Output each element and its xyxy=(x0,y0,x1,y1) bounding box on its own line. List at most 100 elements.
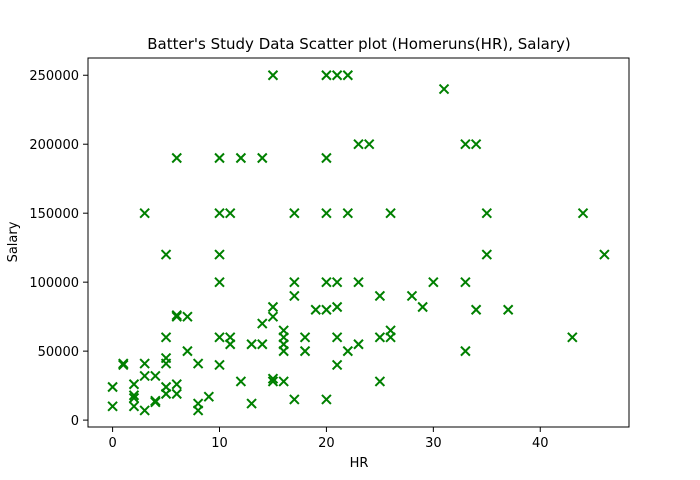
data-point xyxy=(481,207,493,219)
data-point xyxy=(267,301,279,313)
data-point xyxy=(214,249,225,260)
data-point xyxy=(267,70,279,81)
data-point xyxy=(289,394,300,405)
data-point xyxy=(128,401,140,412)
data-point xyxy=(406,290,418,302)
data-point xyxy=(214,207,225,219)
x-tick-label: 0 xyxy=(108,436,116,451)
data-point xyxy=(310,304,321,315)
data-point xyxy=(321,70,332,81)
data-point xyxy=(460,345,471,357)
x-axis-label: HR xyxy=(350,456,369,471)
data-point xyxy=(470,304,482,315)
y-tick-label: 50000 xyxy=(38,345,79,360)
data-point xyxy=(257,318,268,329)
y-axis-label: Salary xyxy=(6,221,21,262)
data-point xyxy=(321,152,332,164)
data-point xyxy=(139,370,150,382)
data-point xyxy=(160,249,172,260)
y-tick-label: 150000 xyxy=(29,207,79,222)
data-point xyxy=(481,249,493,260)
x-tick-label: 10 xyxy=(211,436,228,451)
data-point xyxy=(331,276,343,288)
data-point xyxy=(567,332,578,343)
data-point xyxy=(128,379,140,390)
data-point xyxy=(214,276,225,288)
data-point xyxy=(192,398,204,409)
data-point xyxy=(460,276,471,288)
data-point xyxy=(470,139,482,150)
data-point xyxy=(342,207,354,219)
data-point xyxy=(118,358,129,369)
data-point xyxy=(289,207,300,219)
data-point xyxy=(599,249,610,260)
plot-frame xyxy=(87,57,630,428)
data-point xyxy=(353,339,364,350)
data-point xyxy=(150,370,161,382)
data-point xyxy=(438,83,450,95)
data-point xyxy=(267,373,279,384)
data-point xyxy=(203,391,215,402)
data-points xyxy=(107,70,610,416)
data-point xyxy=(224,332,236,343)
data-point xyxy=(342,345,354,357)
data-point xyxy=(182,311,193,322)
data-point xyxy=(417,301,428,313)
y-tick-label: 200000 xyxy=(29,138,79,153)
data-point xyxy=(385,325,396,336)
data-point xyxy=(460,139,471,150)
data-point xyxy=(224,207,236,219)
data-point xyxy=(160,332,172,343)
data-point xyxy=(321,394,332,405)
data-point xyxy=(321,207,332,219)
data-point xyxy=(214,359,225,371)
x-tick-label: 30 xyxy=(425,436,442,451)
data-point xyxy=(182,345,193,357)
data-point xyxy=(374,376,386,387)
data-point xyxy=(214,152,225,164)
data-point xyxy=(321,276,332,288)
data-point xyxy=(257,339,268,350)
x-tick-label: 40 xyxy=(532,436,549,451)
data-point xyxy=(289,276,300,288)
data-point xyxy=(502,304,514,315)
data-point xyxy=(139,405,150,416)
data-point xyxy=(160,352,172,364)
data-point xyxy=(246,339,257,350)
data-point xyxy=(107,401,118,412)
axis-ticks: 0 10 20 30 40 0 50000 100000 150000 200000 250000 xyxy=(29,69,548,451)
data-point xyxy=(278,376,289,387)
data-point xyxy=(257,152,268,164)
data-point xyxy=(107,381,118,393)
data-point xyxy=(267,311,279,322)
data-point xyxy=(278,325,289,336)
data-point xyxy=(192,358,204,369)
data-point xyxy=(171,379,182,390)
data-point xyxy=(214,332,225,343)
data-point xyxy=(267,376,279,387)
x-tick-label: 20 xyxy=(318,436,335,451)
y-tick-label: 0 xyxy=(71,414,79,429)
data-point xyxy=(374,332,386,343)
y-tick-label: 250000 xyxy=(29,69,79,84)
data-point xyxy=(139,207,150,219)
y-tick-label: 100000 xyxy=(29,276,79,291)
data-point xyxy=(299,332,311,343)
data-point xyxy=(331,70,343,81)
data-point xyxy=(160,381,172,393)
data-point xyxy=(331,359,343,371)
data-point xyxy=(321,304,332,315)
data-point xyxy=(171,388,182,400)
data-point xyxy=(385,207,396,219)
data-point xyxy=(128,392,140,404)
data-point xyxy=(299,345,311,357)
data-point xyxy=(235,152,247,164)
chart-title: Batter's Study Data Scatter plot (Homeru… xyxy=(147,35,570,53)
data-point xyxy=(171,310,182,321)
data-point xyxy=(128,390,140,401)
data-point xyxy=(353,139,364,150)
data-point xyxy=(342,70,354,81)
data-point xyxy=(374,290,386,302)
